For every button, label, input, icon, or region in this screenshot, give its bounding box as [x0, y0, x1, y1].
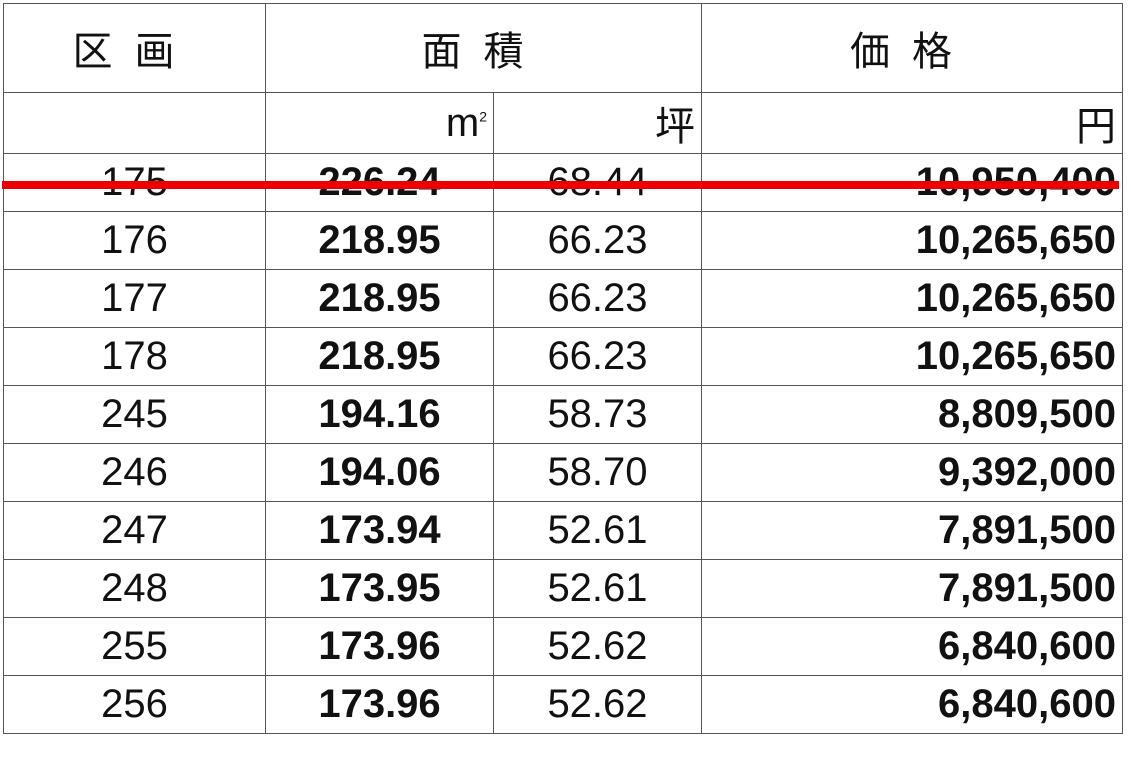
unit-row: m2 坪 円: [3, 92, 1123, 154]
cell-sqm: 194.06: [265, 443, 494, 502]
cell-tsubo: 58.70: [493, 443, 702, 502]
cell-sqm: 173.96: [265, 617, 494, 676]
cell-price: 6,840,600: [701, 675, 1123, 734]
cell-sqm: 218.95: [265, 327, 494, 386]
cell-tsubo: 66.23: [493, 327, 702, 386]
table-row: 255 173.96 52.62 6,840,600: [3, 617, 1123, 676]
header-price: 価格: [701, 3, 1123, 93]
cell-lot: 177: [3, 269, 266, 328]
cell-tsubo: 52.62: [493, 675, 702, 734]
cell-tsubo: 66.23: [493, 211, 702, 270]
cell-price: 10,265,650: [701, 327, 1123, 386]
cell-lot: 248: [3, 559, 266, 618]
cell-tsubo: 66.23: [493, 269, 702, 328]
cell-price: 10,265,650: [701, 211, 1123, 270]
cell-price: 7,891,500: [701, 559, 1123, 618]
unit-sqm-sup: 2: [479, 108, 487, 125]
cell-lot: 245: [3, 385, 266, 444]
cell-sqm: 218.95: [265, 211, 494, 270]
cell-sqm: 173.96: [265, 675, 494, 734]
table-row: 178 218.95 66.23 10,265,650: [3, 327, 1123, 386]
cell-lot: 176: [3, 211, 266, 270]
cell-price: 10,265,650: [701, 269, 1123, 328]
cell-lot: 246: [3, 443, 266, 502]
table-row: 247 173.94 52.61 7,891,500: [3, 501, 1123, 560]
cell-lot: 255: [3, 617, 266, 676]
cell-price: 9,392,000: [701, 443, 1123, 502]
table-row: 256 173.96 52.62 6,840,600: [3, 675, 1123, 734]
strikethrough-line: [2, 181, 1119, 189]
lot-price-table: 区画 面積 価格 m2 坪 円 175226.2468.4410,950,400…: [3, 3, 1123, 734]
unit-lot: [3, 92, 266, 154]
header-lot: 区画: [3, 3, 266, 93]
cell-lot: 256: [3, 675, 266, 734]
table-row: 245 194.16 58.73 8,809,500: [3, 385, 1123, 444]
table-row: 176 218.95 66.23 10,265,650: [3, 211, 1123, 270]
cell-price: 7,891,500: [701, 501, 1123, 560]
cell-tsubo: 58.73: [493, 385, 702, 444]
unit-sqm-text: m: [445, 100, 480, 145]
cell-tsubo: 52.61: [493, 559, 702, 618]
table-row: 177 218.95 66.23 10,265,650: [3, 269, 1123, 328]
table-row: 248 173.95 52.61 7,891,500: [3, 559, 1123, 618]
cell-lot: 178: [3, 327, 266, 386]
cell-sqm: 173.95: [265, 559, 494, 618]
unit-yen: 円: [701, 92, 1123, 154]
unit-tsubo: 坪: [493, 92, 702, 154]
cell-price: 8,809,500: [701, 385, 1123, 444]
cell-price: 6,840,600: [701, 617, 1123, 676]
header-area: 面積: [265, 3, 702, 93]
cell-sqm: 194.16: [265, 385, 494, 444]
table-row: 246 194.06 58.70 9,392,000: [3, 443, 1123, 502]
cell-tsubo: 52.61: [493, 501, 702, 560]
cell-sqm: 218.95: [265, 269, 494, 328]
unit-sqm: m2: [265, 92, 494, 154]
header-row: 区画 面積 価格: [3, 3, 1123, 93]
cell-lot: 247: [3, 501, 266, 560]
cell-tsubo: 52.62: [493, 617, 702, 676]
cell-sqm: 173.94: [265, 501, 494, 560]
